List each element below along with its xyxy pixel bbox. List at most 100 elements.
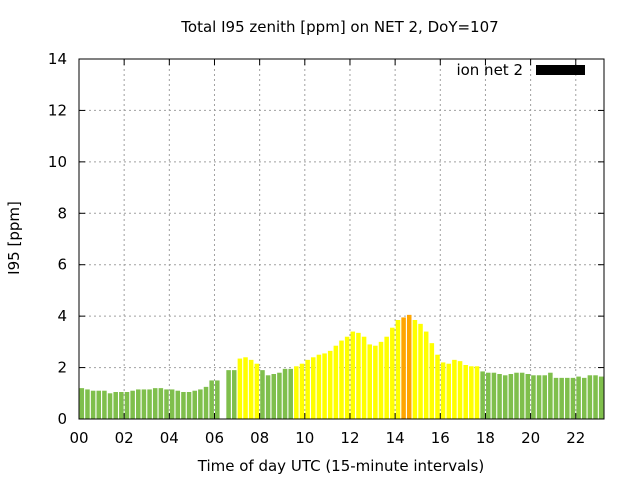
bar (198, 389, 203, 419)
bar (469, 366, 474, 419)
x-tick-label: 20 (521, 429, 540, 447)
x-tick-label: 08 (250, 429, 269, 447)
bar (565, 377, 570, 419)
bar (339, 340, 344, 419)
x-tick-label: 02 (115, 429, 134, 447)
bar (254, 363, 260, 419)
bar (316, 354, 322, 419)
ticks (78, 58, 604, 420)
bar (491, 372, 497, 419)
bar (480, 371, 485, 419)
bar (311, 357, 316, 419)
bar (282, 368, 288, 419)
bar (209, 380, 214, 419)
x-tick-label: 22 (566, 429, 585, 447)
bar (474, 366, 480, 419)
bar (79, 388, 85, 419)
bar (519, 372, 525, 419)
bar (423, 331, 429, 419)
y-tick-label: 12 (48, 101, 67, 119)
bar (294, 366, 299, 419)
bar (542, 375, 547, 419)
bar (277, 372, 282, 419)
bar (237, 358, 243, 419)
bar (243, 357, 248, 419)
bar (525, 374, 531, 419)
bar (446, 363, 452, 419)
bar (305, 359, 310, 419)
bar (119, 392, 124, 419)
bar (192, 390, 197, 419)
bar (390, 327, 395, 419)
y-tick-label: 6 (57, 256, 67, 274)
bar (327, 350, 333, 419)
grid (79, 59, 604, 419)
x-tick-label: 14 (386, 429, 405, 447)
bar (581, 377, 587, 419)
bar (531, 375, 536, 419)
x-tick-label: 10 (295, 429, 314, 447)
bar (164, 389, 169, 419)
bar (130, 390, 135, 419)
bar (265, 375, 271, 419)
bar (203, 386, 209, 419)
legend: ion net 2 (456, 61, 585, 79)
bar (553, 377, 559, 419)
x-tick-label: 18 (476, 429, 495, 447)
y-axis-label: I95 [ppm] (5, 201, 23, 275)
bar (536, 375, 542, 419)
bar (215, 380, 220, 419)
y-tick-label: 8 (57, 204, 67, 222)
bar (508, 374, 514, 419)
bar (107, 393, 113, 419)
bar (457, 361, 463, 419)
bar (598, 376, 604, 419)
bar (378, 341, 384, 419)
bar (231, 370, 237, 419)
bar (559, 377, 564, 419)
y-tick-label: 0 (57, 410, 67, 428)
bar (576, 376, 581, 419)
bar (350, 331, 356, 419)
chart-title: Total I95 zenith [ppm] on NET 2, DoY=107 (180, 18, 498, 36)
bar (367, 344, 372, 419)
bar (344, 336, 350, 419)
bar (435, 354, 440, 419)
bars (79, 314, 604, 419)
bar (412, 320, 418, 419)
legend-swatch (536, 65, 585, 75)
bar (429, 343, 435, 419)
plot-frame (78, 58, 605, 420)
bar (452, 359, 457, 419)
legend-label: ion net 2 (456, 61, 523, 79)
y-tick-label: 4 (57, 307, 67, 325)
x-tick-label: 06 (205, 429, 224, 447)
bar (593, 375, 598, 419)
bar (395, 320, 401, 419)
bar (486, 372, 491, 419)
bar (102, 390, 107, 419)
x-axis-label: Time of day UTC (15-minute intervals) (197, 457, 484, 475)
bar (299, 363, 305, 419)
bar (333, 345, 339, 419)
bar (463, 365, 468, 419)
bar (152, 388, 158, 419)
bar (158, 388, 164, 419)
bar (440, 362, 446, 419)
bar (96, 390, 102, 419)
bar (85, 389, 90, 419)
bar (186, 392, 192, 419)
bar (141, 389, 147, 419)
bar (136, 389, 141, 419)
bar (406, 314, 412, 419)
bar (260, 370, 265, 419)
bar (175, 390, 181, 419)
bar (373, 345, 378, 419)
x-tick-label: 04 (160, 429, 179, 447)
bar (418, 323, 423, 419)
y-tick-label: 14 (48, 50, 67, 68)
bar (401, 317, 406, 419)
x-tick-label: 16 (431, 429, 450, 447)
